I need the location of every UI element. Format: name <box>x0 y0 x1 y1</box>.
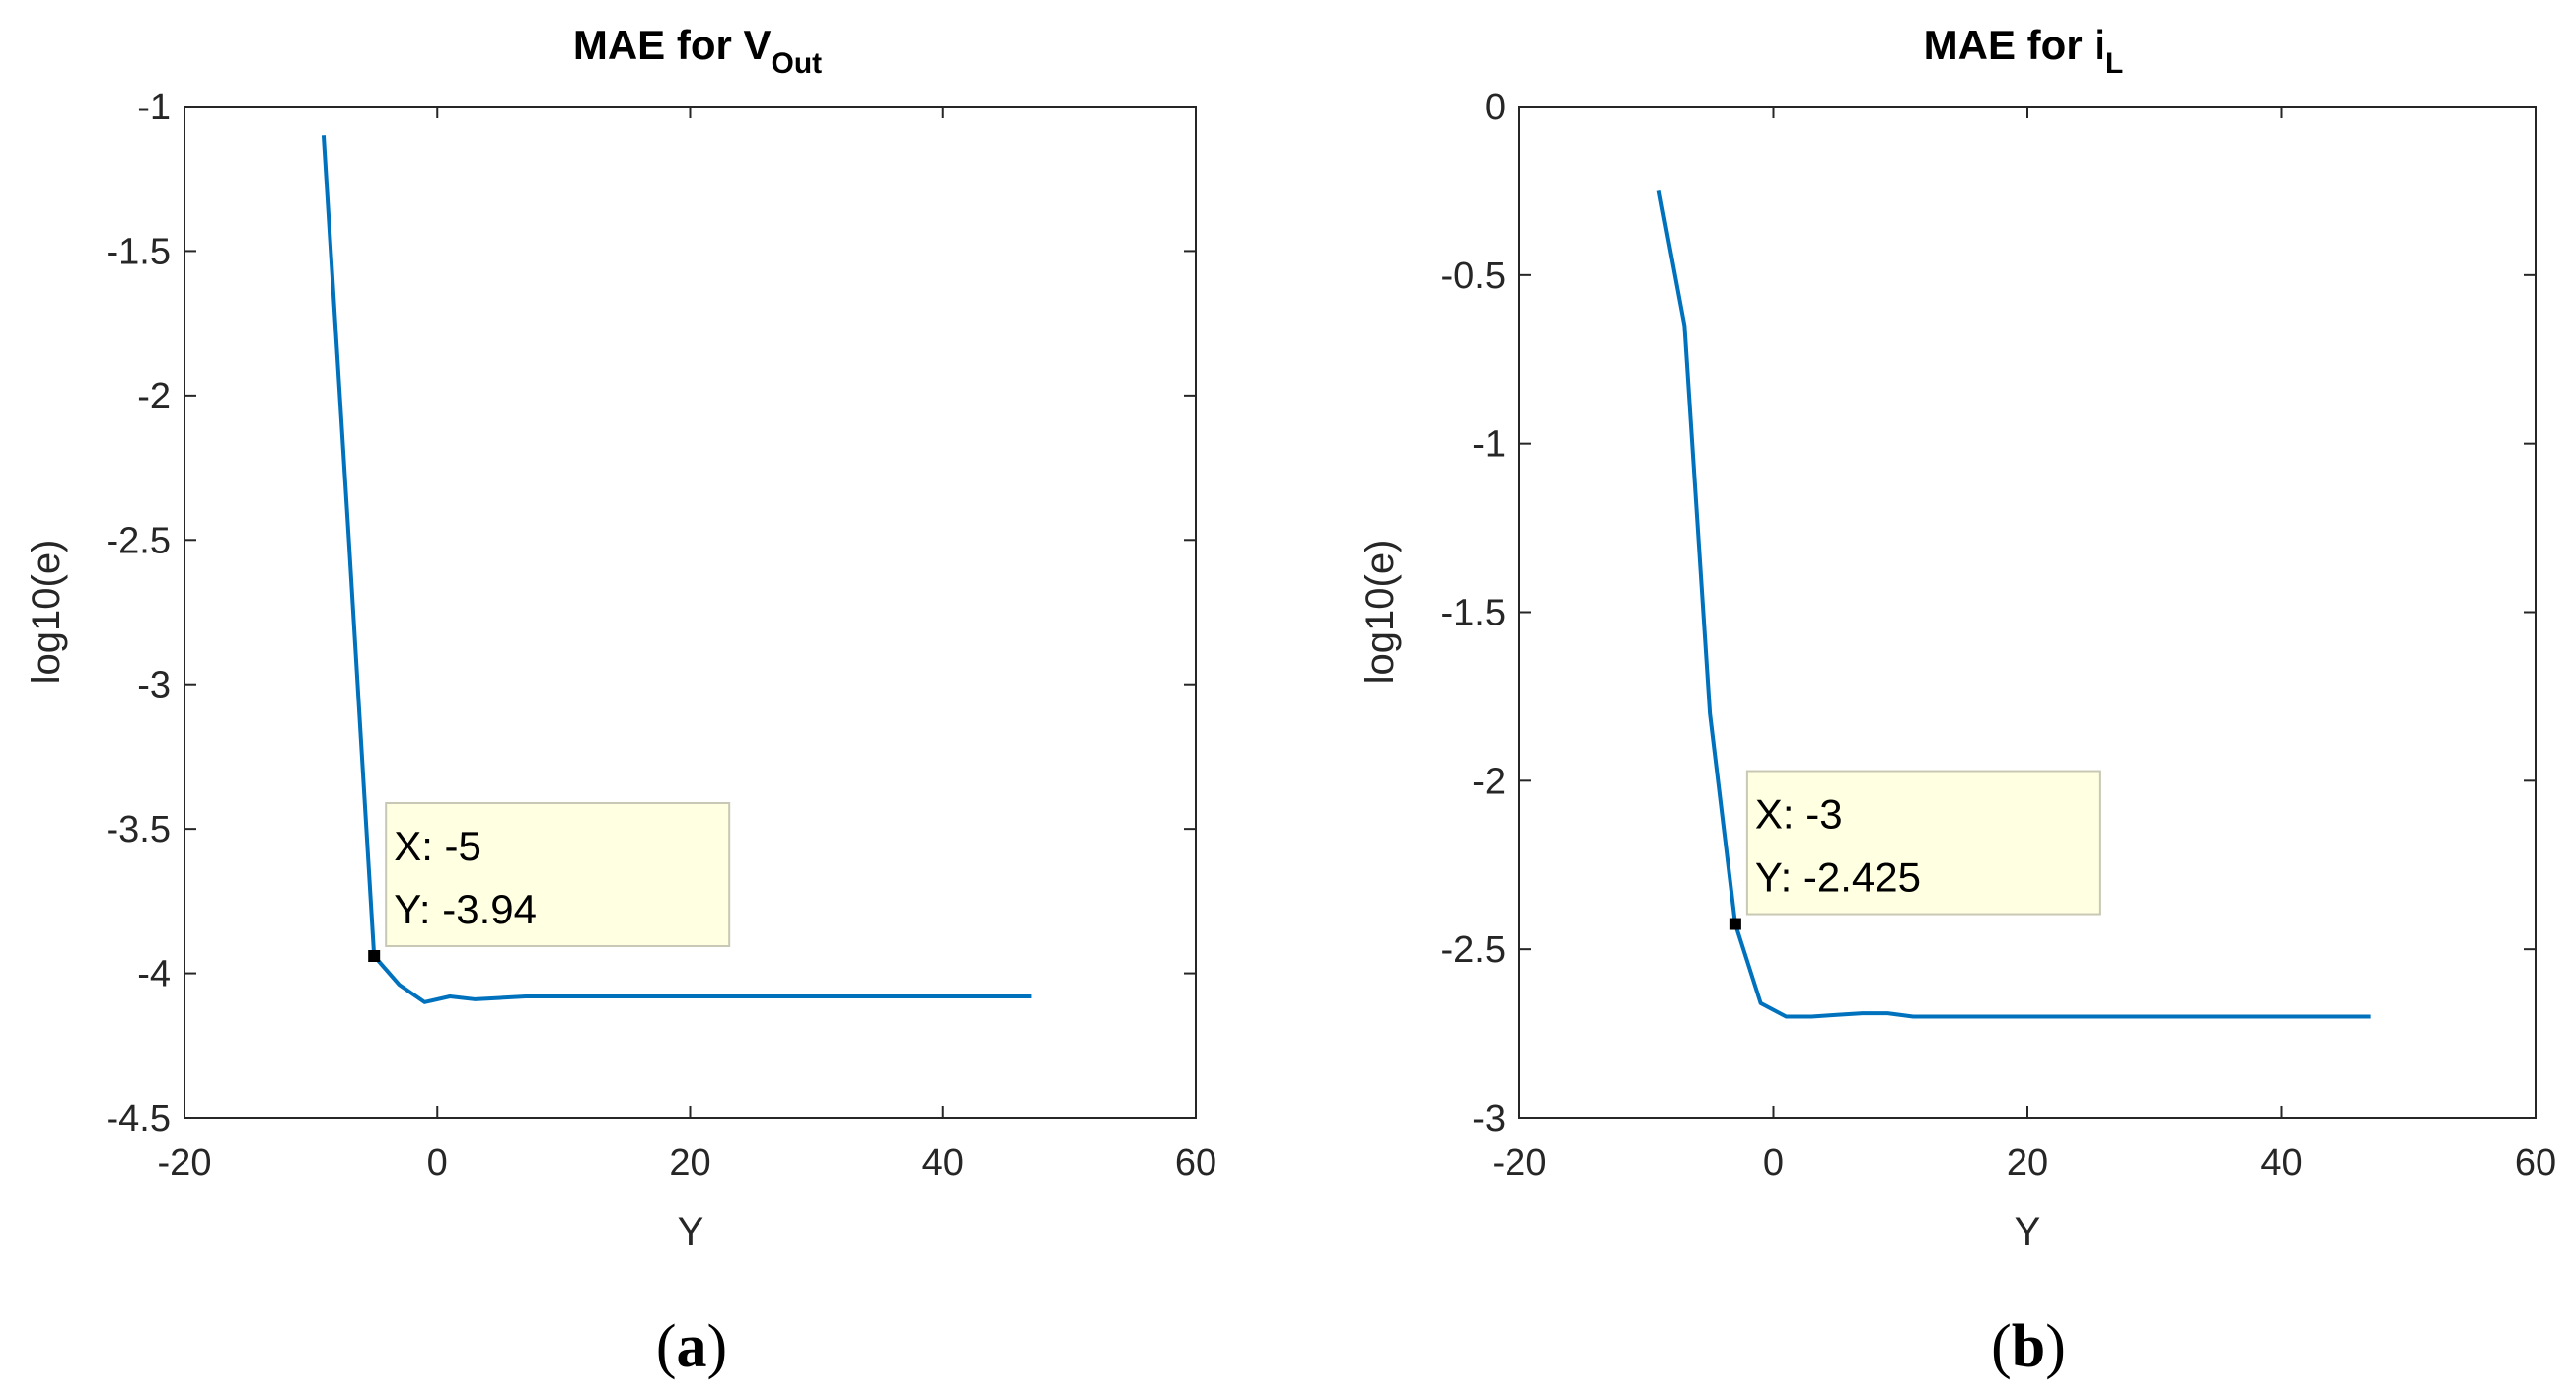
x-tick-label: 0 <box>1763 1142 1784 1184</box>
y-tick-label: -4.5 <box>107 1098 171 1140</box>
x-tick-label: -20 <box>1493 1142 1547 1184</box>
y-tick-label: -1.5 <box>1441 593 1506 634</box>
chart-a-datatip-marker <box>368 950 381 962</box>
chart-a-datatip[interactable]: X: -5 Y: -3.94 <box>368 802 731 962</box>
x-tick-label: 20 <box>2007 1142 2048 1184</box>
chart-a-series <box>321 135 1032 1004</box>
y-tick-label: -2.5 <box>1441 929 1506 971</box>
chart-b-datatip-y: Y: -2.425 <box>1755 854 1921 901</box>
y-tick-label: -2 <box>1472 761 1506 802</box>
chart-a-ylabel: log10(e) <box>25 540 68 685</box>
chart-b-series <box>1656 190 2371 1019</box>
chart-a-title: MAE for VOut <box>573 22 822 80</box>
x-tick-label: 60 <box>1175 1142 1216 1184</box>
chart-b-datatip-x: X: -3 <box>1755 791 1843 838</box>
y-tick-label: -0.5 <box>1441 256 1506 297</box>
chart-a-xlabel: Y <box>678 1211 704 1254</box>
y-tick-label: -3 <box>1472 1098 1506 1140</box>
chart-b-title: MAE for iL <box>1924 22 2124 80</box>
chart-b-panel-label: (b) <box>1991 1313 2066 1380</box>
y-tick-label: -3 <box>137 665 171 706</box>
chart-b-axes-box <box>1518 106 2537 1119</box>
chart-b-ylabel: log10(e) <box>1359 540 1402 685</box>
chart-a-datatip-box <box>385 802 731 947</box>
y-tick-label: -4 <box>137 954 171 995</box>
x-tick-label: 20 <box>669 1142 710 1184</box>
chart-a: MAE for VOut -20 0 20 40 60-4.5-4-3.5-3-2.5-… <box>25 22 1216 1380</box>
x-tick-label: -20 <box>158 1142 212 1184</box>
chart-a-axes-box <box>184 106 1197 1119</box>
chart-a-ticks: -20 0 20 40 60 -4.5 -4 -3.5 -3 -2.5 -2 -1.5 -1 <box>107 87 1217 1184</box>
chart-b-datatip-marker <box>1729 918 1741 930</box>
y-tick-label: -2.5 <box>107 520 171 561</box>
x-tick-label: 0 <box>427 1142 448 1184</box>
chart-b-datatip-box <box>1745 770 2101 916</box>
y-tick-label: 0 <box>1485 87 1506 128</box>
x-tick-label: 60 <box>2515 1142 2556 1184</box>
x-tick-label: 40 <box>2260 1142 2302 1184</box>
x-tick-label: 40 <box>922 1142 964 1184</box>
chart-b-ticks: -20 0 20 40 60 -3 -2.5 -2 -1.5 -1 -0.5 0 <box>1441 87 2557 1184</box>
y-tick-label: -2 <box>137 376 171 417</box>
series-line <box>1656 190 2371 1019</box>
chart-a-panel-label: (a) <box>656 1313 727 1380</box>
chart-b: MAE for iL -20 0 20 40 60 -3 -2.5 -2 -1.5 -1 -0.5 0… <box>1359 22 2556 1380</box>
chart-b-xlabel: Y <box>2015 1211 2041 1254</box>
y-tick-label: -1.5 <box>107 231 171 272</box>
chart-a-datatip-x: X: -5 <box>394 823 481 869</box>
y-tick-label: -1 <box>137 87 171 128</box>
y-tick-label: -3.5 <box>107 809 171 850</box>
chart-a-datatip-y: Y: -3.94 <box>394 886 537 932</box>
chart-b-datatip[interactable]: X: -3 Y: -2.425 <box>1729 770 2101 930</box>
series-line <box>321 135 1032 1004</box>
y-tick-label: -1 <box>1472 424 1506 466</box>
